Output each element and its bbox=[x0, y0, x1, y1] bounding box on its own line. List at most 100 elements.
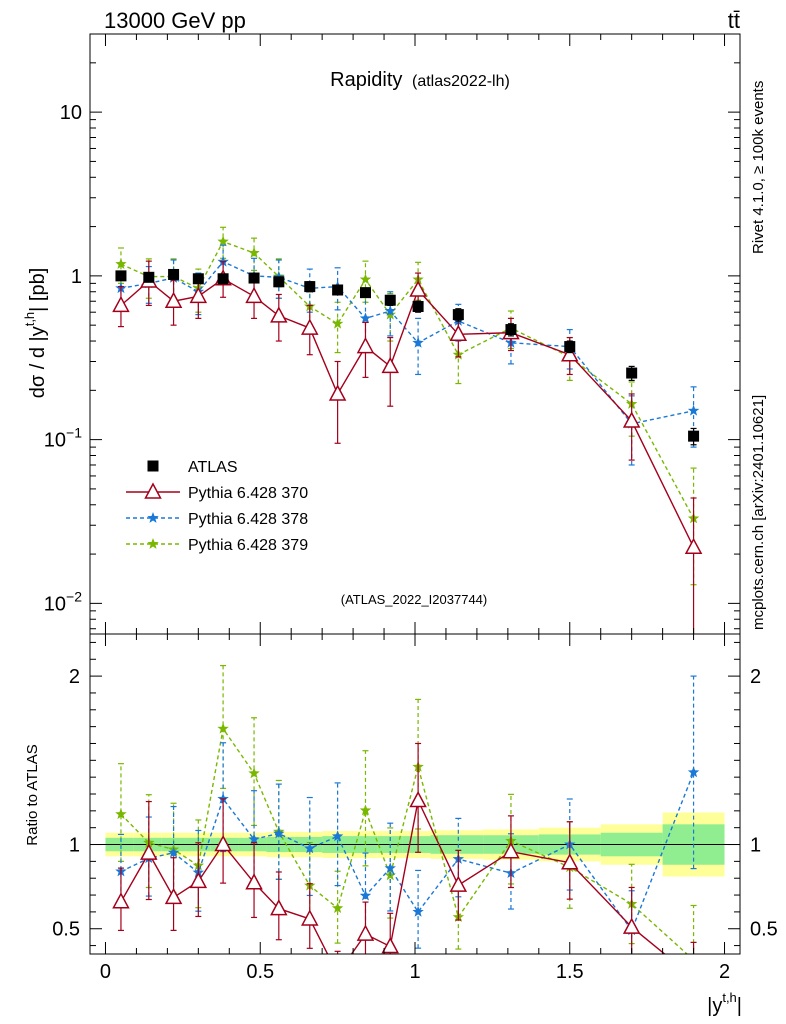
legend-marker-p379 bbox=[147, 538, 159, 549]
data-point-p370 bbox=[245, 286, 263, 304]
ratio-ylabel: Ratio to ATLAS bbox=[24, 744, 41, 845]
data-point-atlas bbox=[564, 341, 576, 353]
ratio-point-p370 bbox=[112, 892, 130, 909]
data-point-p370 bbox=[622, 411, 641, 428]
ratio-point-p370 bbox=[622, 917, 641, 934]
axis-ticks bbox=[90, 33, 740, 954]
main-title-text: Rapidity bbox=[330, 69, 402, 91]
data-point-p379 bbox=[217, 235, 229, 247]
rivet-label: Rivet 4.1.0, ≥ 100k events bbox=[750, 81, 767, 254]
legend-entry-p379: Pythia 6.428 379 bbox=[126, 537, 308, 554]
data-point-atlas bbox=[688, 430, 700, 442]
data-point-atlas bbox=[452, 309, 464, 321]
series-line-p379 bbox=[120, 240, 695, 519]
data-point-atlas bbox=[217, 273, 229, 285]
ratio-point-p378 bbox=[359, 889, 372, 901]
ratio-point-p370 bbox=[502, 842, 520, 859]
data-point-p370 bbox=[561, 345, 579, 362]
data-point-p378 bbox=[412, 336, 424, 348]
ratio-point-p370 bbox=[164, 887, 183, 905]
main-title: Rapidity (atlas2022-lh) bbox=[330, 69, 510, 91]
data-point-p378 bbox=[384, 305, 396, 316]
ratio-point-p379 bbox=[115, 808, 127, 820]
data-point-atlas bbox=[273, 276, 285, 288]
ratio-point-p379 bbox=[248, 767, 260, 779]
ratio-point-p370 bbox=[449, 875, 468, 892]
ratio-x-tick-label: 2 bbox=[719, 961, 730, 983]
ratio-point-p370 bbox=[301, 909, 319, 926]
tick-exponent: −2 bbox=[66, 588, 82, 604]
ratio-point-p378 bbox=[167, 846, 180, 858]
tick-base: 1 bbox=[71, 266, 82, 288]
tick-exponent: −1 bbox=[66, 425, 82, 441]
data-point-p370 bbox=[409, 280, 427, 297]
legend-marker-atlas bbox=[147, 460, 159, 472]
legend-label-p378: Pythia 6.428 378 bbox=[188, 511, 308, 528]
ratio-point-p370 bbox=[189, 871, 208, 889]
legend-label-p370: Pythia 6.428 370 bbox=[188, 485, 308, 502]
data-point-p370 bbox=[164, 291, 183, 308]
tick-base: 10 bbox=[60, 102, 82, 124]
ratio-line-p378 bbox=[120, 772, 695, 932]
data-point-atlas bbox=[304, 281, 316, 293]
ratio-y-tick-labels: 0.5 0.5 1 1 2 2 bbox=[52, 666, 778, 941]
ratio-point-p379 bbox=[217, 722, 229, 734]
ratio-point-p378 bbox=[304, 842, 316, 854]
data-point-p379 bbox=[248, 246, 260, 258]
ratio-y-tick-label-right: 0.5 bbox=[750, 919, 778, 941]
data-point-p370 bbox=[328, 384, 347, 401]
data-point-p378 bbox=[687, 404, 700, 416]
main-ylabel: dσ / d |yt,h| [pb] bbox=[22, 268, 49, 399]
legend: ATLAS Pythia 6.428 370 Pythia 6.428 378 Pyt… bbox=[126, 459, 308, 554]
ratio-point-p370 bbox=[381, 936, 399, 954]
legend-marker-p378 bbox=[147, 512, 159, 523]
ratio-plot-area bbox=[90, 664, 740, 954]
ratio-point-p378 bbox=[273, 827, 285, 839]
ratio-x-tick-label: 1.5 bbox=[556, 961, 584, 983]
ratio-y-tick-label-right: 1 bbox=[750, 835, 761, 857]
series-atlas bbox=[115, 268, 700, 446]
main-y-tick-label: 10−1 bbox=[44, 425, 82, 452]
ratio-point-p370 bbox=[409, 790, 427, 808]
ratio-point-p378 bbox=[384, 862, 396, 874]
data-point-p370 bbox=[449, 324, 468, 342]
ratio-point-p379 bbox=[331, 902, 344, 914]
ratio-y-tick-label-left: 1 bbox=[69, 835, 80, 857]
data-point-p379 bbox=[115, 258, 127, 269]
data-point-atlas bbox=[626, 367, 638, 379]
main-subtitle-text: (atlas2022-lh) bbox=[412, 73, 510, 90]
tick-base: 10 bbox=[44, 593, 66, 615]
ratio-point-p370 bbox=[245, 873, 263, 890]
ratio-point-p370 bbox=[270, 899, 288, 916]
ratio-point-p379 bbox=[359, 804, 372, 816]
data-point-atlas bbox=[192, 273, 204, 285]
data-point-atlas bbox=[359, 287, 371, 299]
main-y-tick-label: 10−2 bbox=[44, 588, 82, 615]
data-point-p379 bbox=[359, 273, 372, 285]
data-point-atlas bbox=[332, 284, 344, 296]
ratio-series-p370 bbox=[112, 742, 697, 954]
tick-base: 10 bbox=[44, 430, 66, 452]
ratio-line-p370 bbox=[120, 798, 666, 954]
mcplots-label: mcplots.cern.ch [arXiv:2401.10621] bbox=[750, 395, 767, 630]
main-y-tick-label: 1 bbox=[71, 266, 82, 288]
main-plot-area bbox=[112, 226, 703, 634]
data-point-atlas bbox=[143, 271, 155, 283]
ratio-y-tick-label-right: 2 bbox=[750, 666, 761, 688]
data-point-atlas bbox=[384, 294, 396, 306]
ratio-point-p378 bbox=[412, 905, 424, 917]
ratio-point-p370 bbox=[214, 834, 232, 852]
data-point-p370 bbox=[112, 295, 130, 313]
data-point-p370 bbox=[301, 318, 319, 335]
legend-entry-p378: Pythia 6.428 378 bbox=[126, 511, 308, 528]
data-point-atlas bbox=[505, 324, 517, 336]
data-point-atlas bbox=[248, 272, 260, 284]
data-point-p370 bbox=[684, 537, 703, 555]
ratio-y-tick-label-left: 2 bbox=[69, 666, 80, 688]
main-y-tick-label: 10 bbox=[60, 102, 82, 124]
ratio-point-p378 bbox=[331, 830, 344, 842]
legend-label-p379: Pythia 6.428 379 bbox=[188, 537, 308, 554]
energy-label: 13000 GeV pp bbox=[104, 8, 246, 33]
